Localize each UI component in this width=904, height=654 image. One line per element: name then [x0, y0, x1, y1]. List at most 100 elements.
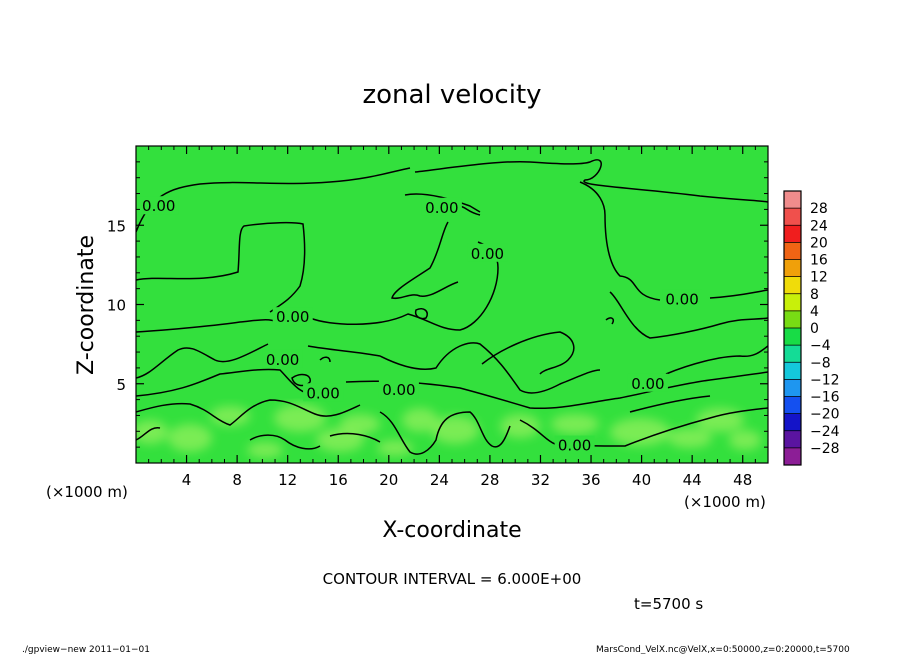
- contour-label-bg: [662, 289, 703, 308]
- contour-line: [519, 407, 768, 447]
- contour-label: 0.00: [276, 308, 309, 326]
- contour-line: [136, 427, 161, 441]
- field-highlight: [247, 442, 283, 458]
- contour-line: [414, 159, 768, 203]
- field-highlight: [340, 414, 380, 434]
- colorbar-label: 0: [810, 321, 819, 337]
- contour-lines: [136, 159, 768, 455]
- colorbar-label: −16: [810, 390, 840, 406]
- contour-interval-label: CONTOUR INTERVAL = 6.000E+00: [323, 570, 582, 588]
- field-highlight: [610, 418, 670, 446]
- y-ticks: 5 10 15: [107, 161, 768, 448]
- contour-label-bg: [262, 349, 303, 368]
- contour-label-bg: [467, 243, 508, 262]
- colorbar-swatch: [784, 191, 801, 209]
- colorbar-swatch: [784, 379, 801, 397]
- colorbar-label: −4: [810, 338, 831, 354]
- colorbar-label: −12: [810, 372, 840, 388]
- colorbar-swatch: [784, 276, 801, 294]
- contour-label: 0.00: [425, 199, 458, 217]
- contour-line: [136, 399, 361, 426]
- x-tick-label: 8: [232, 471, 242, 489]
- contour-label: 0.00: [631, 375, 664, 393]
- x-tick-label: 16: [329, 471, 348, 489]
- x-tick-label: 12: [278, 471, 297, 489]
- contour-label: 0.00: [266, 351, 299, 369]
- colorbar-label: 12: [810, 270, 828, 286]
- colorbar-label: 28: [810, 201, 828, 217]
- colorbar-label: −28: [810, 441, 840, 457]
- colorbar-swatch: [784, 430, 801, 448]
- contour-label-bg: [554, 435, 595, 454]
- field-highlight: [551, 414, 599, 434]
- field-highlight: [136, 420, 168, 444]
- contour-label: 0.00: [558, 437, 591, 455]
- x-ticks: 4 8 12 16 20 24 28 32 36 40 44 48: [148, 146, 756, 489]
- x-tick-label: 44: [683, 471, 702, 489]
- x-tick-label: 4: [182, 471, 192, 489]
- field-highlight: [696, 408, 744, 432]
- field-highlight: [668, 428, 712, 448]
- contour-line: [136, 368, 317, 397]
- colorbar-label: −24: [810, 424, 840, 440]
- colorbar-label: 24: [810, 218, 828, 234]
- contour-line: [291, 373, 311, 387]
- colorbar-swatch: [784, 413, 801, 431]
- contour-label-bg: [138, 196, 179, 215]
- colorbar-swatch: [784, 293, 801, 311]
- colorbar-swatch: [784, 328, 801, 346]
- colorbar-swatch: [784, 225, 801, 243]
- contour-line: [319, 356, 331, 363]
- contour-line: [481, 331, 575, 375]
- x-tick-label: 36: [581, 471, 600, 489]
- x-tick-label: 40: [632, 471, 651, 489]
- colorbar-swatch: [784, 447, 801, 465]
- contour-line: [391, 221, 459, 300]
- plot-area: 0.00 0.00 0.00 0.00 0.00 0.00 0.00 0.00 0.00 0.00…: [107, 145, 769, 489]
- contour-line: [136, 343, 269, 379]
- field-highlight: [500, 414, 540, 438]
- colorbar-swatch: [784, 396, 801, 414]
- field-highlight: [274, 404, 326, 432]
- field-highlight: [729, 430, 761, 450]
- contour-line: [136, 167, 411, 233]
- contour-label: 0.00: [142, 197, 175, 215]
- colorbar-label: −20: [810, 407, 840, 423]
- contour-label-bg: [421, 197, 462, 216]
- contour-line: [629, 395, 711, 413]
- colorbar-swatch: [784, 259, 801, 277]
- colorbar-label: 8: [810, 287, 819, 303]
- colorbar-frame: [783, 190, 802, 466]
- x-unit-label-right: (×1000 m): [684, 493, 766, 511]
- contour-line: [609, 291, 768, 339]
- contour-line: [605, 317, 615, 325]
- contour-label-bg: [378, 380, 419, 399]
- chart-title: zonal velocity: [362, 80, 541, 110]
- contour-line: [579, 181, 661, 301]
- contour-line: [414, 307, 428, 320]
- contour-line: [136, 318, 279, 333]
- contour-line: [249, 434, 321, 450]
- x-unit-label-left: (×1000 m): [46, 483, 128, 501]
- colorbar-swatch: [784, 242, 801, 260]
- x-tick-label: 28: [480, 471, 499, 489]
- field-highlight: [402, 408, 438, 432]
- contour-label-bg: [627, 373, 668, 392]
- y-tick-label: 10: [107, 297, 126, 315]
- field-highlight: [210, 406, 250, 426]
- footer-right: MarsCond_VelX.nc@VelX,x=0:50000,z=0:2000…: [596, 645, 850, 654]
- footer-left: ./gpview−new 2011−01−01: [22, 645, 150, 654]
- contour-line: [136, 221, 306, 313]
- colorbar-label: −8: [810, 355, 831, 371]
- colorbar-label: 16: [810, 253, 828, 269]
- colorbar-label: 20: [810, 235, 828, 251]
- x-tick-label: 48: [733, 471, 752, 489]
- contour-label-bg: [272, 307, 313, 326]
- contour-line: [329, 432, 381, 443]
- colorbar-swatch: [784, 345, 801, 363]
- contour-label: 0.00: [382, 381, 415, 399]
- contour-label: 0.00: [306, 384, 339, 402]
- contour-label: 0.00: [665, 291, 698, 309]
- contour-label: 0.00: [471, 245, 504, 263]
